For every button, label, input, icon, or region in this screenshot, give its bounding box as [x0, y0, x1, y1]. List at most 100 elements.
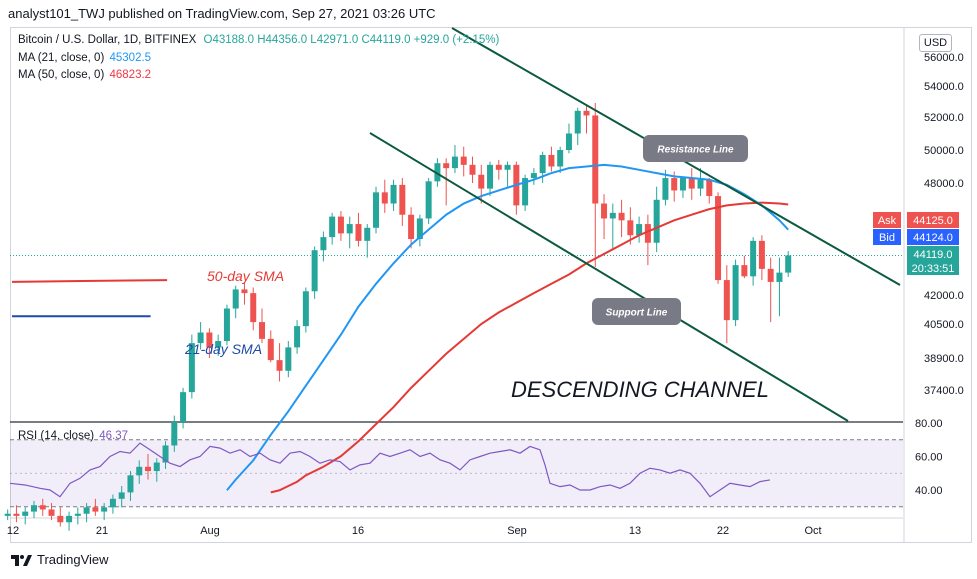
candle-body	[601, 203, 608, 219]
candle-body	[741, 265, 748, 277]
bid-price: 44124.0	[907, 229, 959, 245]
candle	[636, 216, 643, 243]
candle	[66, 511, 73, 531]
candle	[425, 178, 432, 225]
candle-body	[399, 184, 406, 215]
support-channel-line	[369, 132, 849, 422]
support-label: Support Line	[592, 298, 681, 325]
candle-body	[30, 505, 37, 512]
candle	[197, 322, 204, 350]
candle-body	[381, 192, 388, 204]
candle	[381, 179, 388, 213]
candle-body	[723, 280, 730, 321]
footer-brand: TradingView	[37, 552, 109, 567]
time-tick-label: 22	[717, 525, 729, 537]
candle	[697, 168, 704, 197]
candle	[276, 343, 283, 382]
candle	[732, 259, 739, 327]
candle	[495, 159, 502, 180]
symbol-name: Bitcoin / U.S. Dollar, 1D, BITFINEX	[18, 34, 197, 46]
candle-body	[644, 224, 651, 243]
candle-body	[767, 268, 774, 282]
candle-body	[618, 212, 625, 221]
rsi-legend: RSI (14, close) 46.37	[18, 430, 128, 442]
candle-body	[74, 513, 81, 516]
candle	[136, 460, 143, 484]
support-label-text: Support Line	[606, 308, 668, 319]
candle	[504, 161, 511, 187]
countdown-text: 20:33:51	[912, 263, 955, 275]
candle	[443, 158, 450, 206]
candle	[250, 287, 257, 331]
candle-body	[188, 343, 195, 393]
candle-body	[662, 178, 669, 200]
rsi-tick-label: 80.00	[915, 418, 943, 430]
candle-body	[83, 507, 90, 514]
ohlc-values: O43188.0 H44356.0 L42971.0 C44119.0 +929…	[203, 34, 500, 46]
candle-body	[276, 360, 283, 371]
candle	[259, 308, 266, 344]
candle	[346, 216, 353, 249]
ma50-label: MA (50, close, 0)	[18, 69, 105, 81]
rsi-tick-label: 40.00	[915, 485, 943, 497]
time-tick-label: 21	[96, 525, 108, 537]
ma50-value: 46823.2	[109, 69, 152, 81]
candle	[767, 257, 774, 323]
chart-frame[interactable]	[10, 27, 972, 543]
candle-body	[259, 322, 266, 339]
candle	[364, 224, 371, 258]
candle-body	[443, 163, 450, 169]
candle	[548, 146, 555, 172]
candle-body	[451, 156, 458, 169]
time-tick-label: Oct	[804, 525, 821, 537]
candle	[294, 320, 301, 354]
candle	[232, 285, 239, 319]
resistance-label-text: Resistance Line	[657, 145, 734, 156]
ma50-legend: MA (50, close, 0) 46823.2	[18, 69, 151, 81]
candle-body	[487, 164, 494, 189]
price-tick-label: 54000.0	[924, 81, 964, 93]
currency-button[interactable]: USD	[919, 34, 952, 52]
candle	[451, 145, 458, 174]
candle-body	[320, 237, 327, 251]
time-tick-label: Sep	[507, 525, 527, 537]
candle	[4, 509, 11, 521]
candle	[741, 255, 748, 279]
candle-body	[329, 216, 336, 238]
candle-body	[57, 515, 64, 523]
candle-body	[118, 492, 125, 499]
candle-body	[425, 181, 432, 219]
price-tick-label: 48000.0	[924, 178, 964, 190]
candle-body	[153, 462, 160, 472]
ma21-line	[226, 163, 789, 491]
candle	[416, 214, 423, 247]
candle	[469, 156, 476, 183]
candle	[267, 330, 274, 363]
candle-body	[48, 509, 55, 516]
candle	[57, 507, 64, 527]
candle-body	[390, 184, 397, 204]
bid-tag: Bid	[873, 229, 901, 245]
candle-body	[688, 178, 695, 189]
candle-body	[145, 466, 151, 472]
candle-body	[495, 164, 502, 170]
candle-body	[478, 174, 485, 189]
ma50-line	[270, 201, 789, 494]
candle	[557, 146, 564, 174]
candle-body	[671, 178, 678, 191]
candle-body	[679, 178, 686, 191]
candle-body	[469, 164, 476, 175]
bid-price-bg	[907, 229, 959, 245]
time-tick-label: Aug	[200, 525, 220, 537]
candle-body	[627, 220, 634, 236]
price-tick-label: 42000.0	[924, 290, 964, 302]
ask-tag-bg	[873, 212, 901, 228]
candle	[688, 168, 695, 200]
candle	[530, 168, 537, 185]
ask-price-text: 44125.0	[913, 215, 953, 227]
candle	[601, 194, 608, 239]
candle-body	[416, 218, 423, 239]
candle	[609, 203, 616, 251]
candle	[390, 179, 397, 211]
